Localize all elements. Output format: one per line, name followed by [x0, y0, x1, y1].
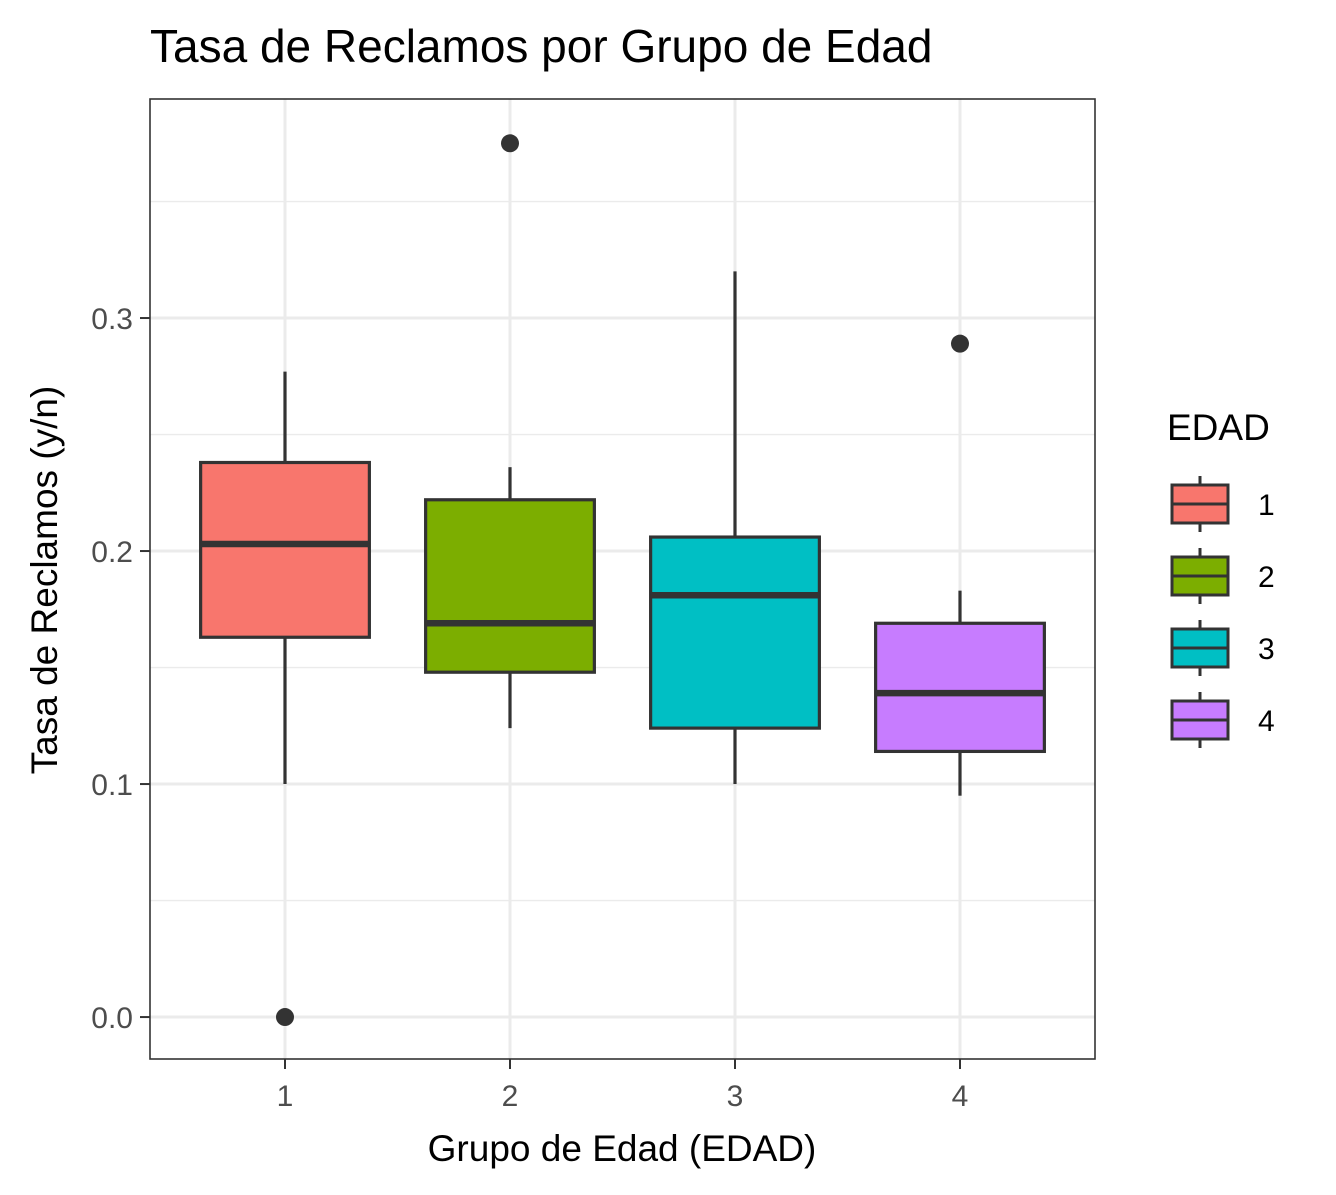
chart-title: Tasa de Reclamos por Grupo de Edad: [150, 20, 932, 72]
y-tick-label: 0.0: [91, 1002, 133, 1035]
y-tick-label: 0.1: [91, 769, 133, 802]
y-tick-label: 0.3: [91, 303, 133, 336]
legend-label: 1: [1258, 489, 1275, 522]
y-tick-label: 0.2: [91, 536, 133, 569]
outlier-point: [276, 1008, 294, 1027]
box-1: [199, 460, 371, 639]
box-layer: [199, 134, 1046, 1027]
legend-title: EDAD: [1167, 407, 1270, 448]
legend: EDAD 1 2 3 4: [1167, 407, 1275, 748]
x-tick-label: 3: [727, 1080, 744, 1113]
box-3: [649, 535, 821, 730]
legend-label: 2: [1258, 561, 1275, 594]
y-axis-title: Tasa de Reclamos (y/n): [24, 386, 65, 775]
x-tick-label: 2: [502, 1080, 519, 1113]
legend-label: 4: [1258, 705, 1275, 738]
plot-panel-border: [149, 98, 1096, 1060]
box-2: [424, 498, 596, 674]
outlier-point: [501, 134, 519, 153]
outlier-point: [951, 334, 969, 353]
x-axis-title: Grupo de Edad (EDAD): [428, 1128, 817, 1169]
x-tick-label: 4: [952, 1080, 969, 1113]
x-tick-label: 1: [277, 1080, 294, 1113]
axis-layer: 0.0 0.1 0.2 0.3 1 2 3 4: [91, 303, 968, 1113]
legend-label: 3: [1258, 633, 1275, 666]
box-4: [874, 621, 1046, 754]
